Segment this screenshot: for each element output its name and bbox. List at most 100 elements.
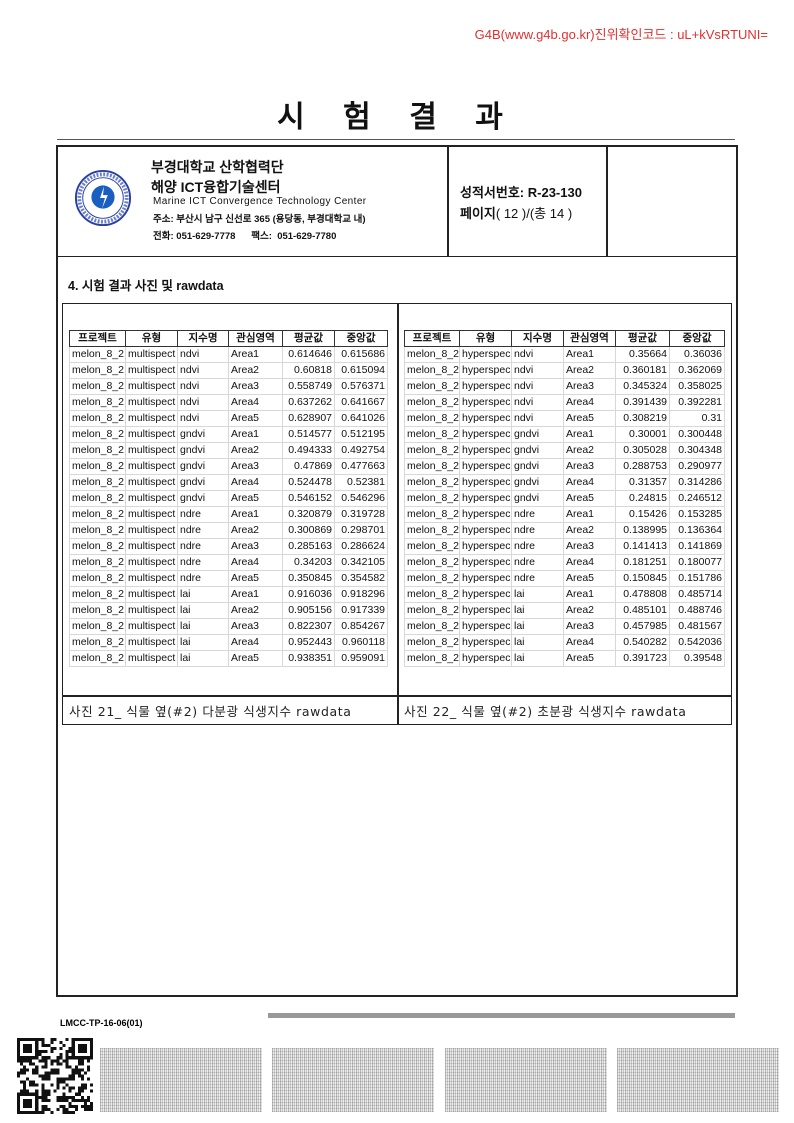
header-divider (606, 147, 608, 256)
table-row: melon_8_2 hyperspec ndvi Area3 0.345324 0.358… (404, 378, 725, 395)
table-cell: melon_8_2 (69, 506, 126, 523)
table-cell: Area1 (228, 426, 283, 443)
table-cell: Area2 (563, 362, 616, 379)
table-cell: 0.308219 (615, 410, 670, 427)
page-label: 페이지 (460, 206, 496, 221)
table-cell: melon_8_2 (404, 634, 460, 651)
table-cell: gndvi (177, 474, 229, 491)
column-header: 관심영역 (228, 330, 283, 347)
table-cell: Area1 (228, 506, 283, 523)
table-cell: 0.576371 (334, 378, 388, 395)
table-cell: melon_8_2 (69, 474, 126, 491)
table-cell: ndre (177, 522, 229, 539)
table-row: melon_8_2 hyperspec lai Area1 0.478808 0.4857… (404, 586, 725, 603)
report-frame: 부경대학교 산학협력단 해양 ICT융합기술센터 Marine ICT Conv… (56, 145, 738, 997)
table-cell: 0.392281 (669, 394, 725, 411)
table-cell: hyperspec (459, 522, 512, 539)
table-cell: lai (511, 618, 564, 635)
table-cell: 0.959091 (334, 650, 388, 667)
column-header: 유형 (459, 330, 512, 347)
table-cell: melon_8_2 (69, 394, 126, 411)
table-row: melon_8_2 hyperspec gndvi Area5 0.24815 0.246… (404, 490, 725, 507)
table-cell: 0.391439 (615, 394, 670, 411)
table-cell: hyperspec (459, 442, 512, 459)
table-cell: Area1 (228, 346, 283, 363)
table-cell: melon_8_2 (404, 538, 460, 555)
page-info: 페이지( 12 )/(총 14 ) (460, 203, 572, 222)
table-cell: melon_8_2 (69, 538, 126, 555)
table-row: melon_8_2 multispect ndvi Area4 0.637262 0.64… (69, 394, 388, 411)
table-cell: Area1 (563, 506, 616, 523)
table-row: melon_8_2 hyperspec gndvi Area2 0.305028 0.30… (404, 442, 725, 459)
table-cell: lai (177, 634, 229, 651)
column-header: 프로젝트 (404, 330, 460, 347)
table-cell: 0.485714 (669, 586, 725, 603)
column-header: 지수명 (177, 330, 229, 347)
table-cell: 0.300869 (282, 522, 335, 539)
table-cell: 0.641026 (334, 410, 388, 427)
table-cell: 0.360181 (615, 362, 670, 379)
table-cell: 0.304348 (669, 442, 725, 459)
table-cell: melon_8_2 (69, 426, 126, 443)
table-cell: melon_8_2 (404, 442, 460, 459)
table-cell: gndvi (177, 458, 229, 475)
table-cell: 0.477663 (334, 458, 388, 475)
table-cell: ndre (511, 506, 564, 523)
table-cell: 0.31 (669, 410, 725, 427)
table-cell: Area4 (228, 474, 283, 491)
table-cell: gndvi (511, 474, 564, 491)
table-cell: Area4 (563, 554, 616, 571)
table-cell: Area3 (228, 378, 283, 395)
qr-code-icon (17, 1038, 93, 1114)
table-row: melon_8_2 hyperspec gndvi Area3 0.288753 0.29… (404, 458, 725, 475)
table-cell: Area4 (228, 634, 283, 651)
table-cell: multispect (125, 410, 178, 427)
table-cell: Area5 (228, 410, 283, 427)
caption-divider (63, 695, 731, 697)
table-cell: melon_8_2 (69, 410, 126, 427)
table-cell: hyperspec (459, 346, 512, 363)
table-cell: melon_8_2 (404, 618, 460, 635)
report-header: 부경대학교 산학협력단 해양 ICT융합기술센터 Marine ICT Conv… (58, 147, 736, 257)
table-row: melon_8_2 hyperspec ndre Area5 0.150845 0.151… (404, 570, 725, 587)
table-cell: ndvi (511, 410, 564, 427)
table-cell: lai (177, 586, 229, 603)
table-cell: 0.153285 (669, 506, 725, 523)
table-cell: Area1 (228, 586, 283, 603)
table-cell: hyperspec (459, 506, 512, 523)
table-cell: Area4 (228, 554, 283, 571)
table-row: melon_8_2 multispect ndre Area4 0.34203 0.342… (69, 554, 388, 571)
table-cell: Area5 (228, 490, 283, 507)
table-cell: 0.488746 (669, 602, 725, 619)
table-cell: 0.542036 (669, 634, 725, 651)
table-cell: 0.288753 (615, 458, 670, 475)
table-cell: Area5 (563, 650, 616, 667)
table-cell: 0.492754 (334, 442, 388, 459)
table-cell: ndre (177, 570, 229, 587)
table-cell: 0.35664 (615, 346, 670, 363)
table-cell: multispect (125, 602, 178, 619)
table-cell: 0.141413 (615, 538, 670, 555)
table-cell: multispect (125, 522, 178, 539)
table-cell: melon_8_2 (404, 602, 460, 619)
table-cell: melon_8_2 (404, 394, 460, 411)
table-cell: hyperspec (459, 602, 512, 619)
table-cell: lai (511, 602, 564, 619)
table-cell: 0.15426 (615, 506, 670, 523)
table-cell: gndvi (511, 490, 564, 507)
table-cell: 0.457985 (615, 618, 670, 635)
column-header: 프로젝트 (69, 330, 126, 347)
table-cell: 0.478808 (615, 586, 670, 603)
table-row: melon_8_2 hyperspec gndvi Area1 0.30001 0.300… (404, 426, 725, 443)
table-cell: melon_8_2 (69, 634, 126, 651)
table-cell: 0.47869 (282, 458, 335, 475)
table-cell: 0.854267 (334, 618, 388, 635)
table-cell: lai (511, 586, 564, 603)
security-pattern (272, 1048, 434, 1112)
table-cell: melon_8_2 (404, 346, 460, 363)
table-cell: ndre (511, 538, 564, 555)
table-cell: 0.916036 (282, 586, 335, 603)
table-cell: 0.558749 (282, 378, 335, 395)
table-cell: melon_8_2 (404, 410, 460, 427)
table-cell: multispect (125, 586, 178, 603)
